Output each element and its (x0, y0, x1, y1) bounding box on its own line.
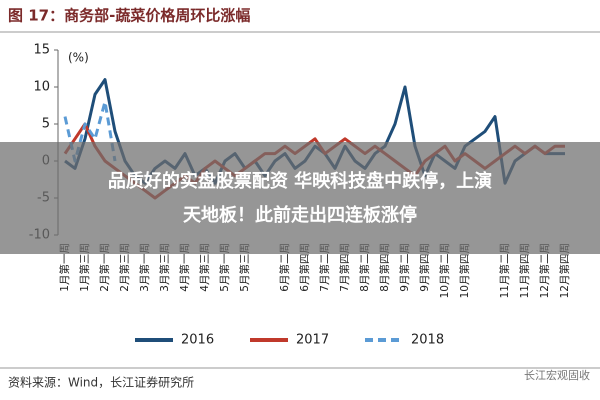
overlay-text: 天地板！此前走出四连板涨停 (183, 204, 417, 226)
x-tick-label: 6月第四周 (298, 243, 311, 292)
x-tick-label: 11月第二周 (498, 243, 511, 298)
source: 资料来源：Wind，长江证券研究所 (8, 375, 194, 390)
x-tick-label: 10月第四周 (458, 243, 471, 298)
overlay-text: 品质好的实盘股票配资 华映科技盘中跌停，上演 (108, 170, 492, 192)
x-tick-label: 3月第一周 (138, 243, 151, 292)
x-tick-label: 4月第三周 (198, 243, 211, 292)
x-tick-label: 8月第二周 (358, 243, 371, 292)
x-tick-label: 11月第四周 (518, 243, 531, 298)
legend-label: 2018 (411, 333, 444, 348)
chart-title: 图 17：商务部-蔬菜价格周环比涨幅 (8, 7, 250, 25)
legend-label: 2017 (296, 333, 329, 348)
x-tick-label: 7月第四周 (338, 243, 351, 292)
x-tick-label: 8月第四周 (378, 243, 391, 292)
legend-label: 2016 (181, 333, 214, 348)
series-line (63, 100, 117, 163)
x-tick-label: 2月第三周 (118, 243, 131, 292)
x-tick-label: 10月第二周 (438, 243, 451, 298)
x-tick-label: 5月第三周 (238, 243, 251, 292)
x-tick-label: 4月第一周 (178, 243, 191, 292)
x-tick-label: 12月第二周 (538, 243, 551, 298)
y-tick-label: 10 (33, 80, 50, 95)
y-tick-label: 5 (42, 117, 50, 132)
x-tick-label: 6月第二周 (278, 243, 291, 292)
x-tick-label: 9月第二周 (398, 243, 411, 292)
y-unit-label: (%) (68, 51, 89, 65)
x-tick-label: 1月第一周 (58, 243, 71, 292)
x-tick-label: 12月第四周 (558, 243, 571, 298)
x-tick-label: 9月第四周 (418, 243, 431, 292)
x-tick-label: 5月第一周 (218, 243, 231, 292)
x-tick-label: 7月第二周 (318, 243, 331, 292)
overlay-banner (0, 142, 600, 254)
x-tick-label: 3月第三周 (158, 243, 171, 292)
x-tick-label: 2月第一周 (98, 243, 111, 292)
x-tick-label: 1月第三周 (78, 243, 91, 292)
y-tick-label: 15 (33, 43, 50, 58)
watermark: 长江宏观固收 (524, 368, 590, 382)
